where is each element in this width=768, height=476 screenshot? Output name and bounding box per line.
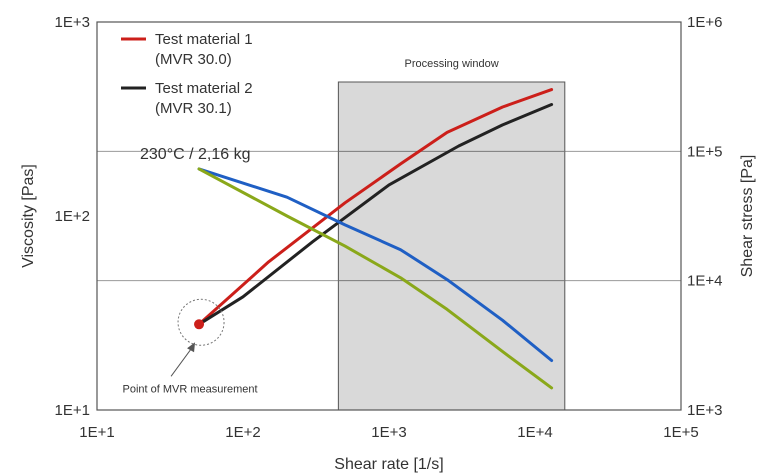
legend: Test material 1 (MVR 30.0) Test material… [112,26,292,122]
x-tick-3: 1E+4 [517,424,552,441]
y-right-tick-0: 1E+3 [687,402,722,419]
plot-frame [96,21,682,411]
series-line-3 [197,167,554,390]
y-left-tick-1: 1E+2 [55,208,90,225]
series-line-0 [197,88,554,326]
series-line-1 [197,103,554,326]
y-left-tick-0: 1E+1 [55,402,90,419]
y-left-tick-2: 1E+3 [55,14,90,31]
x-tick-4: 1E+5 [663,424,698,441]
legend-label-1: Test material 1 [155,31,253,48]
legend-label-2: Test material 2 [155,80,253,97]
mvr-arrow [170,345,194,377]
legend-sub-1: (MVR 30.0) [155,51,232,68]
processing-window-label: Processing window [405,58,499,70]
mvr-label: Point of MVR measurement [122,383,257,395]
y-right-tick-2: 1E+5 [687,143,722,160]
series-layer [197,88,554,390]
test-condition-label: 230°C / 2,16 kg [140,146,250,163]
y-right-tick-1: 1E+4 [687,273,722,290]
y-right-tick-3: 1E+6 [687,14,722,31]
legend-sub-2: (MVR 30.1) [155,100,232,117]
mvr-highlight-circle [177,298,225,346]
x-tick-1: 1E+2 [225,424,260,441]
x-tick-0: 1E+1 [79,424,114,441]
y-right-tick-labels: 1E+3 1E+4 1E+5 1E+6 [687,14,722,419]
mvr-point [194,319,205,330]
legend-background [112,26,292,122]
y-left-axis-title: Viscosity [Pas] [20,164,37,268]
y-right-axis-title: Shear stress [Pa] [739,155,756,278]
processing-window [337,81,566,411]
mvr-arrowhead [187,342,196,353]
series-line-2 [197,167,554,362]
y-left-tick-labels: 1E+1 1E+2 1E+3 [55,14,90,419]
x-tick-2: 1E+3 [371,424,406,441]
x-tick-labels: 1E+1 1E+2 1E+3 1E+4 1E+5 [79,424,698,441]
x-axis-title: Shear rate [1/s] [334,456,443,473]
